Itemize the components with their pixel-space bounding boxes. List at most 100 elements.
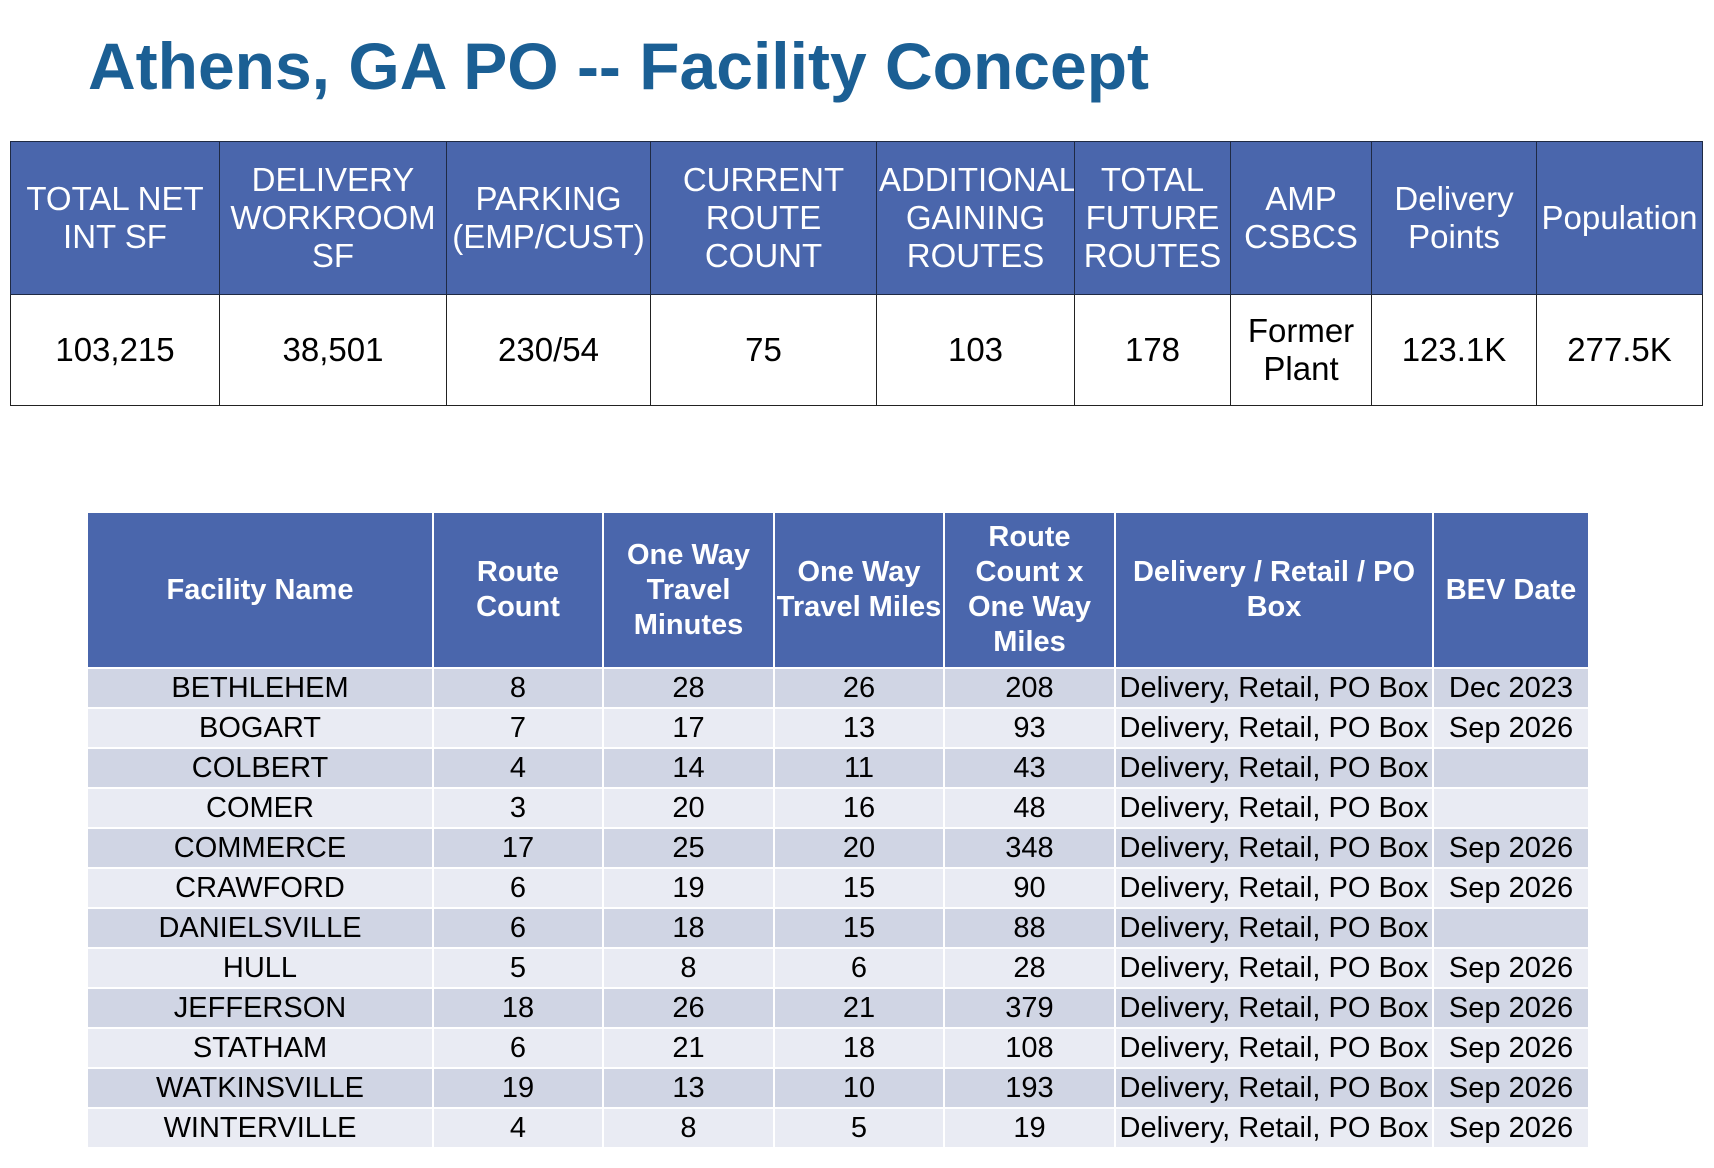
table-row: WATKINSVILLE 19 13 10 193 Delivery, Retail, P… bbox=[86, 1067, 1590, 1109]
header-delivery-workroom-sf: DELIVERY WORKROOM SF bbox=[219, 141, 447, 295]
cell-one-way-minutes: 21 bbox=[602, 1027, 775, 1069]
cell-facility-name: CRAWFORD bbox=[86, 867, 434, 909]
header-one-way-travel-minutes: One Way Travel Minutes bbox=[602, 511, 775, 669]
cell-one-way-minutes: 8 bbox=[602, 1107, 775, 1149]
cell-facility-name: COLBERT bbox=[86, 747, 434, 789]
cell-route-count: 18 bbox=[432, 987, 604, 1029]
cell-one-way-miles: 15 bbox=[773, 867, 945, 909]
facility-table-body: BETHLEHEM 8 28 26 208 Delivery, Retail, PO Bo… bbox=[86, 667, 1590, 1149]
facility-summary-table: TOTAL NET INT SF DELIVERY WORKROOM SF PARKI… bbox=[10, 141, 1703, 406]
cell-route-count-x-miles: 88 bbox=[943, 907, 1116, 949]
cell-one-way-minutes: 18 bbox=[602, 907, 775, 949]
facility-header-row: Facility Name Route Count One Way Travel Mi… bbox=[86, 511, 1590, 669]
cell-facility-name: BETHLEHEM bbox=[86, 667, 434, 709]
cell-delivery-retail-po-box: Delivery, Retail, PO Box bbox=[1114, 747, 1434, 789]
cell-route-count: 6 bbox=[432, 1027, 604, 1069]
header-parking: PARKING (EMP/CUST) bbox=[446, 141, 651, 295]
header-facility-name: Facility Name bbox=[86, 511, 434, 669]
cell-one-way-miles: 18 bbox=[773, 1027, 945, 1069]
cell-route-count-x-miles: 90 bbox=[943, 867, 1116, 909]
value-delivery-workroom-sf: 38,501 bbox=[219, 294, 447, 406]
cell-delivery-retail-po-box: Delivery, Retail, PO Box bbox=[1114, 947, 1434, 989]
header-route-count-x-miles: Route Count x One Way Miles bbox=[943, 511, 1116, 669]
table-row: COMER 3 20 16 48 Delivery, Retail, PO Box bbox=[86, 787, 1590, 829]
header-route-count: Route Count bbox=[432, 511, 604, 669]
cell-facility-name: HULL bbox=[86, 947, 434, 989]
cell-facility-name: WINTERVILLE bbox=[86, 1107, 434, 1149]
cell-one-way-miles: 11 bbox=[773, 747, 945, 789]
cell-route-count: 6 bbox=[432, 867, 604, 909]
value-total-net-int-sf: 103,215 bbox=[10, 294, 220, 406]
cell-bev-date: Sep 2026 bbox=[1432, 1107, 1590, 1149]
cell-delivery-retail-po-box: Delivery, Retail, PO Box bbox=[1114, 1067, 1434, 1109]
table-row: COLBERT 4 14 11 43 Delivery, Retail, PO Box bbox=[86, 747, 1590, 789]
cell-facility-name: COMMERCE bbox=[86, 827, 434, 869]
cell-route-count-x-miles: 43 bbox=[943, 747, 1116, 789]
cell-one-way-miles: 20 bbox=[773, 827, 945, 869]
cell-bev-date: Dec 2023 bbox=[1432, 667, 1590, 709]
cell-route-count-x-miles: 28 bbox=[943, 947, 1116, 989]
cell-one-way-minutes: 25 bbox=[602, 827, 775, 869]
cell-delivery-retail-po-box: Delivery, Retail, PO Box bbox=[1114, 907, 1434, 949]
cell-route-count: 6 bbox=[432, 907, 604, 949]
table-row: BETHLEHEM 8 28 26 208 Delivery, Retail, PO Bo… bbox=[86, 667, 1590, 709]
cell-one-way-minutes: 17 bbox=[602, 707, 775, 749]
header-delivery-points: Delivery Points bbox=[1371, 141, 1537, 295]
cell-bev-date: Sep 2026 bbox=[1432, 987, 1590, 1029]
cell-delivery-retail-po-box: Delivery, Retail, PO Box bbox=[1114, 707, 1434, 749]
table-row: DANIELSVILLE 6 18 15 88 Delivery, Retail, PO … bbox=[86, 907, 1590, 949]
cell-delivery-retail-po-box: Delivery, Retail, PO Box bbox=[1114, 827, 1434, 869]
cell-delivery-retail-po-box: Delivery, Retail, PO Box bbox=[1114, 787, 1434, 829]
cell-route-count-x-miles: 48 bbox=[943, 787, 1116, 829]
cell-one-way-miles: 26 bbox=[773, 667, 945, 709]
header-delivery-retail-po-box: Delivery / Retail / PO Box bbox=[1114, 511, 1434, 669]
cell-one-way-miles: 5 bbox=[773, 1107, 945, 1149]
cell-one-way-miles: 6 bbox=[773, 947, 945, 989]
cell-facility-name: BOGART bbox=[86, 707, 434, 749]
header-population: Population bbox=[1536, 141, 1703, 295]
header-one-way-travel-miles: One Way Travel Miles bbox=[773, 511, 945, 669]
cell-route-count-x-miles: 93 bbox=[943, 707, 1116, 749]
cell-bev-date: Sep 2026 bbox=[1432, 707, 1590, 749]
cell-facility-name: DANIELSVILLE bbox=[86, 907, 434, 949]
table-row: JEFFERSON 18 26 21 379 Delivery, Retail, PO B… bbox=[86, 987, 1590, 1029]
value-current-route-count: 75 bbox=[650, 294, 877, 406]
value-additional-gaining-routes: 103 bbox=[876, 294, 1075, 406]
cell-route-count-x-miles: 379 bbox=[943, 987, 1116, 1029]
header-additional-gaining-routes: ADDITIONAL GAINING ROUTES bbox=[876, 141, 1075, 295]
value-total-future-routes: 178 bbox=[1074, 294, 1231, 406]
summary-value-row: 103,215 38,501 230/54 75 103 178 Former P… bbox=[10, 294, 1703, 406]
cell-delivery-retail-po-box: Delivery, Retail, PO Box bbox=[1114, 987, 1434, 1029]
cell-facility-name: WATKINSVILLE bbox=[86, 1067, 434, 1109]
cell-one-way-miles: 13 bbox=[773, 707, 945, 749]
cell-route-count: 7 bbox=[432, 707, 604, 749]
cell-route-count: 19 bbox=[432, 1067, 604, 1109]
cell-route-count: 4 bbox=[432, 747, 604, 789]
cell-delivery-retail-po-box: Delivery, Retail, PO Box bbox=[1114, 667, 1434, 709]
cell-one-way-minutes: 20 bbox=[602, 787, 775, 829]
cell-route-count: 8 bbox=[432, 667, 604, 709]
cell-route-count: 3 bbox=[432, 787, 604, 829]
summary-header-row: TOTAL NET INT SF DELIVERY WORKROOM SF PARKI… bbox=[10, 141, 1703, 295]
cell-one-way-miles: 15 bbox=[773, 907, 945, 949]
cell-one-way-minutes: 8 bbox=[602, 947, 775, 989]
cell-facility-name: STATHAM bbox=[86, 1027, 434, 1069]
cell-one-way-minutes: 13 bbox=[602, 1067, 775, 1109]
value-parking: 230/54 bbox=[446, 294, 651, 406]
table-row: STATHAM 6 21 18 108 Delivery, Retail, PO Box S… bbox=[86, 1027, 1590, 1069]
header-bev-date: BEV Date bbox=[1432, 511, 1590, 669]
cell-one-way-miles: 16 bbox=[773, 787, 945, 829]
cell-bev-date: Sep 2026 bbox=[1432, 947, 1590, 989]
header-current-route-count: CURRENT ROUTE COUNT bbox=[650, 141, 877, 295]
page-title: Athens, GA PO -- Facility Concept bbox=[88, 29, 1149, 103]
cell-route-count: 5 bbox=[432, 947, 604, 989]
cell-delivery-retail-po-box: Delivery, Retail, PO Box bbox=[1114, 1027, 1434, 1069]
cell-route-count: 17 bbox=[432, 827, 604, 869]
cell-one-way-miles: 10 bbox=[773, 1067, 945, 1109]
cell-bev-date bbox=[1432, 907, 1590, 949]
table-row: BOGART 7 17 13 93 Delivery, Retail, PO Box Sep… bbox=[86, 707, 1590, 749]
cell-one-way-miles: 21 bbox=[773, 987, 945, 1029]
table-row: COMMERCE 17 25 20 348 Delivery, Retail, PO Bo… bbox=[86, 827, 1590, 869]
cell-bev-date: Sep 2026 bbox=[1432, 1067, 1590, 1109]
header-total-net-int-sf: TOTAL NET INT SF bbox=[10, 141, 220, 295]
